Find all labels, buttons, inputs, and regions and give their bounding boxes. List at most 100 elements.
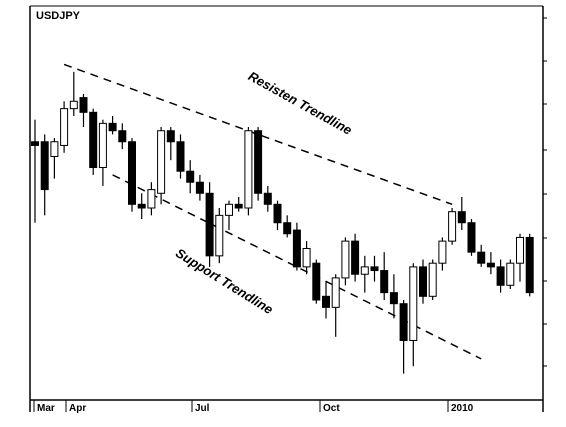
support-trendline [112,174,482,360]
candle-body-up [225,203,233,216]
candle [186,160,195,194]
candle [331,274,340,337]
candle [31,119,39,223]
candle [69,71,78,116]
candle-body-down [108,122,117,132]
candle-body-up [157,130,166,194]
candle [283,215,292,238]
candle [302,241,311,275]
candle-body-up [438,240,447,264]
candle-body-up [506,262,515,286]
candle-body-up [428,262,437,297]
candle [176,134,185,179]
candle [380,252,389,300]
candle-body-up [448,211,457,242]
candle [234,196,243,212]
candle-body-down [40,141,49,191]
x-tick-label: 2010 [451,403,474,414]
resistance-trendline [63,63,453,206]
candle-body-down [128,141,136,205]
x-tick-label: Mar [37,403,55,414]
candle [448,208,457,245]
candle [89,108,98,175]
candle [389,274,398,319]
candle [225,200,233,231]
candle-body-down [467,222,476,253]
candle-body-up [147,189,156,209]
candle [525,233,534,297]
candle [486,252,495,275]
resistance-trendline-label: Resisten Trendline [246,68,355,137]
support-trendline-label: Support Trendline [173,245,276,317]
candle [351,233,360,282]
candle [108,116,117,135]
candle-body-down [525,236,534,294]
x-tick-label: Jul [195,403,210,414]
candle [205,182,214,267]
candle-body-up [215,214,224,257]
candle-body-down [351,240,360,275]
candle [79,93,88,128]
candle [263,185,272,212]
candle [273,200,282,231]
candle-body-down [176,141,185,172]
candle-body-up [69,100,78,110]
x-tick-label: Apr [69,403,86,414]
candle-body-down [283,222,292,235]
candle [292,222,301,271]
candle [457,196,466,231]
candle [98,119,107,186]
candle [360,255,369,293]
candle [477,244,486,267]
candle-body-down [370,266,379,272]
candle-body-up [98,122,107,169]
candle-body-down [399,303,408,341]
candle-body-down [389,292,398,305]
candle [506,259,515,289]
candle-body-up [341,240,350,279]
candle-body-up [331,277,340,308]
candle [166,127,175,161]
candle-body-up [516,236,524,264]
y-axis-ticks [543,17,547,367]
candle-body-down [419,266,427,297]
candle-body-up [244,130,253,209]
candle [244,127,253,216]
candle [137,193,146,220]
candle-body-down [496,266,505,286]
candle [118,123,127,150]
candle-body-down [380,270,389,294]
candle-body-down [205,192,214,257]
candle [399,300,408,374]
candle-body-down [273,203,282,224]
candle-body-up [50,141,59,157]
candle [147,182,156,216]
candle-body-up [360,266,369,275]
candle [438,237,447,271]
x-tick-label: Oct [323,403,340,414]
candle-body-down [312,262,321,301]
candles [31,71,534,374]
trendlines [63,63,482,360]
candle [128,138,136,212]
candle-body-down [477,251,486,264]
candle [419,259,427,304]
candle-body-down [166,130,175,143]
candle-body-up [409,266,418,341]
candle-body-down [89,111,98,169]
candle-body-down [486,262,495,268]
candle-body-down [263,192,272,205]
candle-body-up [60,108,69,146]
candle [516,233,524,282]
candle-body-down [195,181,204,194]
candle [195,174,204,201]
candle [428,259,437,300]
candle [341,237,350,286]
candle [157,127,166,205]
candle [370,255,379,282]
candle-body-up [302,247,311,268]
candle-body-down [79,97,88,113]
candle [312,259,321,304]
